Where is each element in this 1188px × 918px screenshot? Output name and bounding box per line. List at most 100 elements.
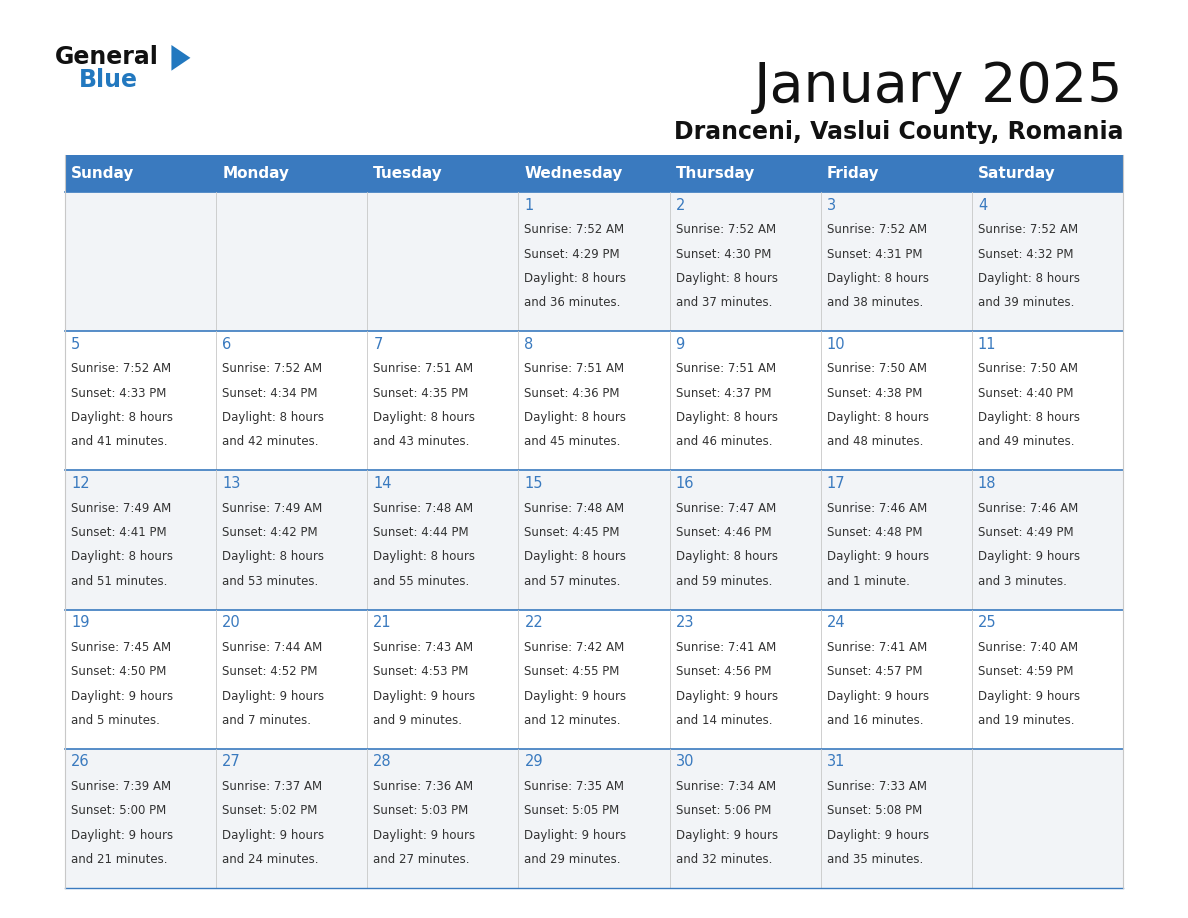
Text: and 32 minutes.: and 32 minutes. — [676, 853, 772, 866]
Text: and 16 minutes.: and 16 minutes. — [827, 714, 923, 727]
Text: Daylight: 8 hours: Daylight: 8 hours — [373, 411, 475, 424]
Text: Sunrise: 7:45 AM: Sunrise: 7:45 AM — [71, 641, 171, 654]
Text: 23: 23 — [676, 615, 694, 630]
Text: and 19 minutes.: and 19 minutes. — [978, 714, 1074, 727]
Text: Daylight: 8 hours: Daylight: 8 hours — [524, 550, 626, 564]
Text: Daylight: 9 hours: Daylight: 9 hours — [373, 689, 475, 702]
FancyBboxPatch shape — [367, 749, 518, 888]
FancyBboxPatch shape — [518, 610, 670, 749]
Text: Daylight: 9 hours: Daylight: 9 hours — [222, 829, 324, 842]
Text: and 35 minutes.: and 35 minutes. — [827, 853, 923, 866]
Text: Sunset: 4:55 PM: Sunset: 4:55 PM — [524, 666, 620, 678]
Text: Sunset: 4:35 PM: Sunset: 4:35 PM — [373, 386, 469, 399]
Text: Sunrise: 7:50 AM: Sunrise: 7:50 AM — [978, 363, 1078, 375]
Text: 17: 17 — [827, 476, 846, 491]
Text: Sunset: 4:41 PM: Sunset: 4:41 PM — [71, 526, 166, 539]
Text: Daylight: 9 hours: Daylight: 9 hours — [978, 689, 1080, 702]
Text: Daylight: 9 hours: Daylight: 9 hours — [827, 829, 929, 842]
Text: Sunrise: 7:46 AM: Sunrise: 7:46 AM — [827, 501, 927, 515]
FancyBboxPatch shape — [972, 331, 1123, 470]
FancyBboxPatch shape — [216, 610, 367, 749]
FancyBboxPatch shape — [367, 331, 518, 470]
Text: Sunrise: 7:41 AM: Sunrise: 7:41 AM — [827, 641, 927, 654]
Text: and 38 minutes.: and 38 minutes. — [827, 297, 923, 309]
FancyBboxPatch shape — [216, 331, 367, 470]
Text: 26: 26 — [71, 755, 89, 769]
Text: Daylight: 9 hours: Daylight: 9 hours — [373, 829, 475, 842]
Text: Daylight: 9 hours: Daylight: 9 hours — [71, 829, 173, 842]
Text: and 1 minute.: and 1 minute. — [827, 575, 910, 588]
FancyBboxPatch shape — [65, 610, 216, 749]
Text: and 51 minutes.: and 51 minutes. — [71, 575, 168, 588]
FancyBboxPatch shape — [216, 155, 367, 192]
FancyBboxPatch shape — [65, 470, 216, 610]
Text: Daylight: 9 hours: Daylight: 9 hours — [827, 550, 929, 564]
Text: Sunset: 4:42 PM: Sunset: 4:42 PM — [222, 526, 318, 539]
Text: Sunrise: 7:42 AM: Sunrise: 7:42 AM — [524, 641, 625, 654]
Text: and 24 minutes.: and 24 minutes. — [222, 853, 318, 866]
Text: Sunset: 5:00 PM: Sunset: 5:00 PM — [71, 804, 166, 817]
Text: 22: 22 — [524, 615, 543, 630]
Text: Sunset: 4:31 PM: Sunset: 4:31 PM — [827, 248, 922, 261]
Text: Daylight: 8 hours: Daylight: 8 hours — [71, 550, 173, 564]
Text: Daylight: 8 hours: Daylight: 8 hours — [676, 411, 778, 424]
Text: Daylight: 8 hours: Daylight: 8 hours — [373, 550, 475, 564]
FancyBboxPatch shape — [821, 749, 972, 888]
Text: Daylight: 8 hours: Daylight: 8 hours — [676, 272, 778, 285]
Text: Daylight: 8 hours: Daylight: 8 hours — [827, 411, 929, 424]
FancyBboxPatch shape — [367, 155, 518, 192]
FancyBboxPatch shape — [821, 155, 972, 192]
Text: Daylight: 9 hours: Daylight: 9 hours — [222, 689, 324, 702]
Text: 7: 7 — [373, 337, 383, 352]
Text: and 27 minutes.: and 27 minutes. — [373, 853, 469, 866]
FancyBboxPatch shape — [821, 470, 972, 610]
Text: 16: 16 — [676, 476, 694, 491]
Text: 25: 25 — [978, 615, 997, 630]
FancyBboxPatch shape — [518, 749, 670, 888]
Text: Sunrise: 7:39 AM: Sunrise: 7:39 AM — [71, 780, 171, 793]
FancyBboxPatch shape — [367, 192, 518, 331]
Text: and 12 minutes.: and 12 minutes. — [524, 714, 621, 727]
FancyBboxPatch shape — [367, 470, 518, 610]
Text: Sunrise: 7:51 AM: Sunrise: 7:51 AM — [524, 363, 625, 375]
Polygon shape — [171, 45, 190, 71]
FancyBboxPatch shape — [821, 192, 972, 331]
Text: 14: 14 — [373, 476, 392, 491]
Text: Sunrise: 7:49 AM: Sunrise: 7:49 AM — [71, 501, 171, 515]
Text: Daylight: 8 hours: Daylight: 8 hours — [524, 272, 626, 285]
Text: January 2025: January 2025 — [753, 60, 1123, 114]
FancyBboxPatch shape — [670, 192, 821, 331]
FancyBboxPatch shape — [216, 470, 367, 610]
Text: Sunset: 4:59 PM: Sunset: 4:59 PM — [978, 666, 1074, 678]
FancyBboxPatch shape — [972, 749, 1123, 888]
Text: Sunrise: 7:41 AM: Sunrise: 7:41 AM — [676, 641, 776, 654]
Text: Sunrise: 7:34 AM: Sunrise: 7:34 AM — [676, 780, 776, 793]
Text: Sunrise: 7:50 AM: Sunrise: 7:50 AM — [827, 363, 927, 375]
Text: Daylight: 8 hours: Daylight: 8 hours — [222, 411, 324, 424]
Text: Monday: Monday — [222, 166, 289, 181]
Text: Sunset: 4:34 PM: Sunset: 4:34 PM — [222, 386, 317, 399]
Text: Sunset: 4:40 PM: Sunset: 4:40 PM — [978, 386, 1074, 399]
Text: 20: 20 — [222, 615, 241, 630]
Text: Daylight: 9 hours: Daylight: 9 hours — [676, 689, 778, 702]
FancyBboxPatch shape — [65, 331, 216, 470]
Text: and 5 minutes.: and 5 minutes. — [71, 714, 160, 727]
FancyBboxPatch shape — [216, 749, 367, 888]
Text: Sunset: 4:48 PM: Sunset: 4:48 PM — [827, 526, 922, 539]
Text: 31: 31 — [827, 755, 845, 769]
Text: Sunday: Sunday — [71, 166, 134, 181]
Text: 13: 13 — [222, 476, 240, 491]
Text: Sunrise: 7:52 AM: Sunrise: 7:52 AM — [524, 223, 625, 236]
Text: 2: 2 — [676, 197, 685, 212]
Text: and 29 minutes.: and 29 minutes. — [524, 853, 621, 866]
Text: Sunset: 4:30 PM: Sunset: 4:30 PM — [676, 248, 771, 261]
FancyBboxPatch shape — [670, 155, 821, 192]
Text: 18: 18 — [978, 476, 997, 491]
FancyBboxPatch shape — [518, 331, 670, 470]
Text: Sunset: 5:02 PM: Sunset: 5:02 PM — [222, 804, 317, 817]
Text: Sunrise: 7:36 AM: Sunrise: 7:36 AM — [373, 780, 474, 793]
Text: 10: 10 — [827, 337, 846, 352]
Text: 21: 21 — [373, 615, 392, 630]
Text: 28: 28 — [373, 755, 392, 769]
FancyBboxPatch shape — [670, 610, 821, 749]
